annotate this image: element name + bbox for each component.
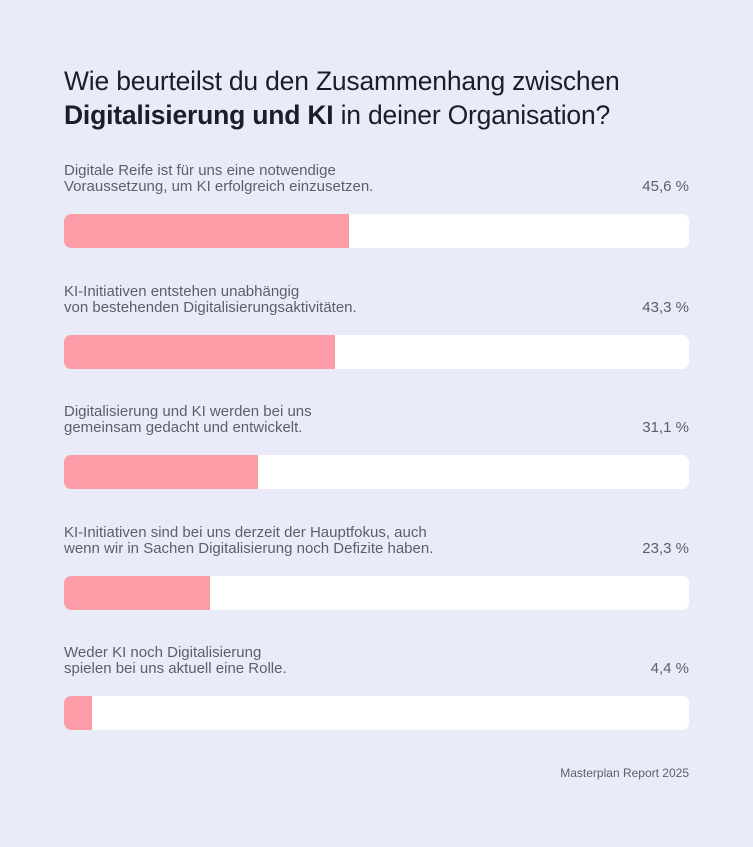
bar-label: KI-Initiativen sind bei uns derzeit der … — [64, 523, 434, 557]
bar-fill — [64, 575, 210, 610]
bar-value-label: 45,6 % — [642, 178, 689, 195]
bar-label: Digitalisierung und KI werden bei uns ge… — [64, 403, 312, 436]
chart-title-bold: Digitalisierung und KI — [64, 100, 334, 130]
bar-value-label: 31,1 % — [642, 419, 689, 436]
chart-title-pre: Wie beurteilst du den Zusammenhang zwisc… — [64, 66, 620, 96]
bar-value-label: 4,4 % — [650, 660, 689, 677]
chart-title-post: in deiner Organisation? — [333, 100, 611, 130]
bar-fill — [64, 334, 335, 369]
bar-track — [64, 696, 689, 730]
bar-label: KI-Initiativen entstehen unabhängig von … — [64, 282, 357, 316]
bar-track — [64, 334, 689, 369]
bar-item: Weder KI noch Digitalisierung spielen be… — [64, 645, 689, 766]
bar-item: Digitale Reife ist für uns eine notwendi… — [64, 163, 689, 284]
bar-value-label: 43,3 % — [642, 298, 689, 316]
bar-fill — [64, 455, 259, 489]
bar-track — [64, 214, 689, 248]
bar-list: Digitale Reife ist für uns eine notwendi… — [64, 163, 689, 766]
bar-fill — [64, 696, 92, 730]
bar-item: Digitalisierung und KI werden bei uns ge… — [64, 404, 689, 525]
bar-value-label: 23,3 % — [642, 539, 689, 557]
bar-track — [64, 455, 689, 489]
source-note: Masterplan Report 2025 — [560, 766, 689, 780]
bar-fill — [64, 214, 349, 248]
chart-title: Wie beurteilst du den Zusammenhang zwisc… — [64, 64, 684, 132]
bar-item: KI-Initiativen sind bei uns derzeit der … — [64, 523, 689, 646]
bar-label: Digitale Reife ist für uns eine notwendi… — [64, 162, 374, 195]
bar-item: KI-Initiativen entstehen unabhängig von … — [64, 282, 689, 405]
bar-label: Weder KI noch Digitalisierung spielen be… — [64, 644, 287, 677]
bar-track — [64, 575, 689, 610]
